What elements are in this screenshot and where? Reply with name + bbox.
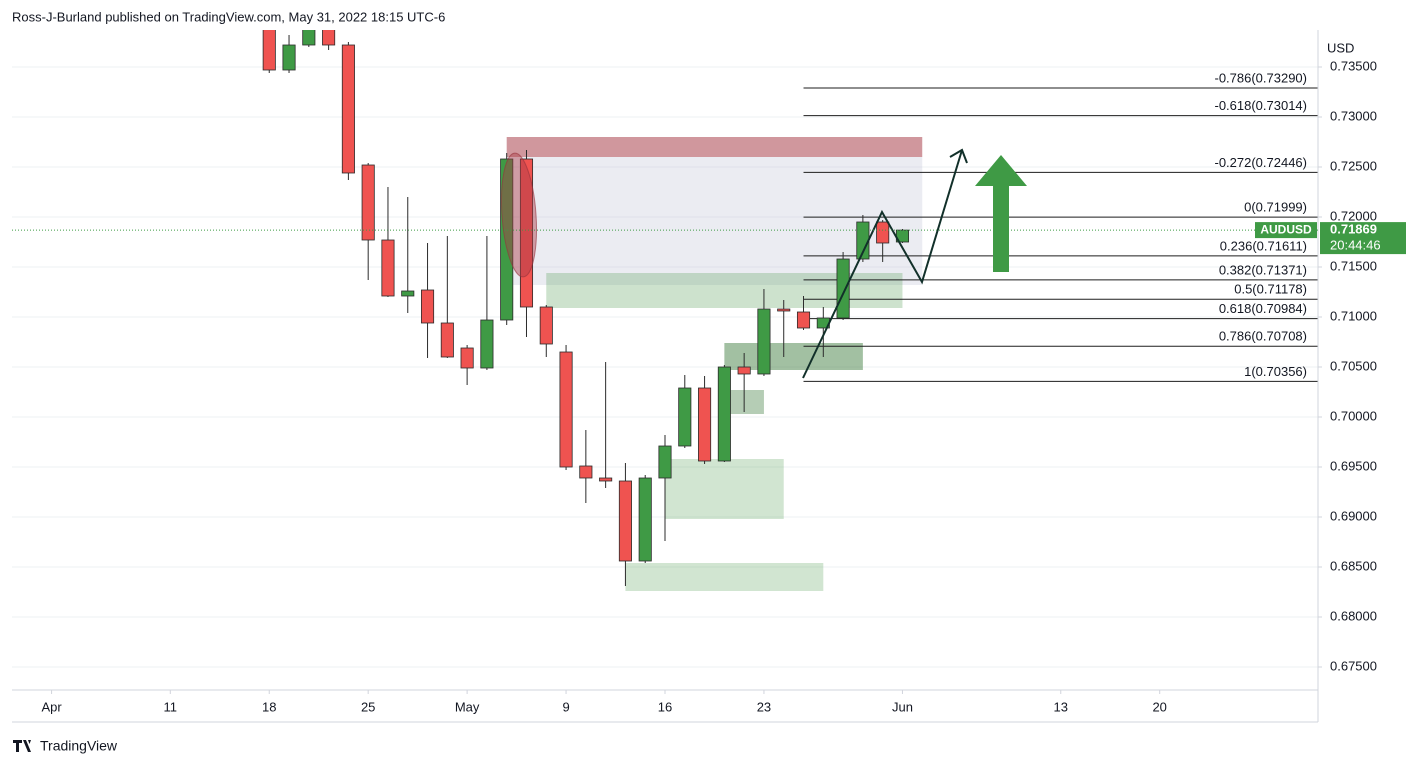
y-tick-label: 0.73000 <box>1330 108 1377 123</box>
y-tick-label: 0.70500 <box>1330 358 1377 373</box>
candle-body <box>341 44 355 174</box>
candle-body <box>500 158 514 321</box>
candle-body <box>282 44 296 71</box>
y-tick-label: 0.72000 <box>1330 208 1377 223</box>
y-tick-label: 0.68000 <box>1330 608 1377 623</box>
zone <box>724 343 863 370</box>
candle-body <box>519 158 534 308</box>
zone <box>506 137 923 157</box>
candle-body <box>579 465 593 479</box>
footer-text: TradingView <box>40 738 118 754</box>
y-tick-label: 0.70000 <box>1330 408 1377 423</box>
highlight-ellipse <box>500 152 538 278</box>
candle-body <box>539 306 553 345</box>
x-tick-label: 25 <box>361 699 375 714</box>
candle-body <box>618 480 632 562</box>
countdown-label: 20:44:46 <box>1330 238 1381 253</box>
candle-body <box>737 366 751 375</box>
y-tick-label: 0.72500 <box>1330 158 1377 173</box>
fib-label: 0(0.71999) <box>1244 200 1307 215</box>
candle-body <box>361 164 375 241</box>
candle-body <box>401 290 415 297</box>
fib-label: 1(0.70356) <box>1244 364 1307 379</box>
candle-body <box>322 30 336 46</box>
projection-path <box>802 149 963 379</box>
candle-body <box>836 258 850 319</box>
x-tick-label: 13 <box>1054 699 1068 714</box>
y-tick-label: 0.67500 <box>1330 658 1377 673</box>
fib-label: -0.618(0.73014) <box>1214 98 1307 113</box>
candle-body <box>658 445 672 479</box>
fib-label: 0.786(0.70708) <box>1219 329 1307 344</box>
candle-body <box>381 239 395 297</box>
candle-body <box>777 308 791 312</box>
zone <box>625 563 824 591</box>
fib-label: 0.5(0.71178) <box>1234 282 1307 297</box>
projection-arrowhead <box>949 148 968 164</box>
fib-label: 0.618(0.70984) <box>1219 301 1307 316</box>
zone <box>665 459 784 519</box>
x-tick-label: 18 <box>262 699 276 714</box>
y-tick-label: 0.69500 <box>1330 458 1377 473</box>
zone <box>506 157 923 285</box>
up-arrow <box>975 155 1027 272</box>
candle-body <box>678 387 692 447</box>
x-tick-label: 20 <box>1152 699 1166 714</box>
x-tick-label: 16 <box>658 699 672 714</box>
fib-label: 0.382(0.71371) <box>1219 262 1307 277</box>
y-tick-label: 0.68500 <box>1330 558 1377 573</box>
y-tick-label: 0.71000 <box>1330 308 1377 323</box>
symbol-badge: AUDUSD <box>1260 222 1312 236</box>
symbol-badge-bg <box>1255 222 1317 239</box>
footer: TradingView <box>13 738 118 754</box>
x-tick-label: 9 <box>562 699 569 714</box>
x-tick-label: Jun <box>892 699 913 714</box>
candle-layer <box>262 30 909 586</box>
last-price-label: 0.71869 <box>1330 222 1377 237</box>
y-tick-label: 0.69000 <box>1330 508 1377 523</box>
candle-body <box>421 289 435 324</box>
x-tick-label: 23 <box>757 699 771 714</box>
candle-body <box>796 311 811 329</box>
candle-body <box>559 351 573 468</box>
candle-body <box>599 477 613 482</box>
candle-body <box>717 366 731 462</box>
candle-body <box>440 322 454 358</box>
axis-layer: 0.67500 0.68000 0.68500 0.69000 0.69500 0.700… <box>41 58 1377 714</box>
y-tick-label: 0.73500 <box>1330 58 1377 73</box>
candle-body <box>638 477 652 562</box>
x-tick-label: May <box>455 699 480 714</box>
fib-label: 0.236(0.71611) <box>1220 238 1307 253</box>
fib-label: -0.786(0.73290) <box>1214 70 1307 85</box>
candle-body <box>876 221 890 244</box>
candle-body <box>480 319 494 369</box>
fib-layer: -0.786(0.73290) -0.618(0.73014) -0.272(0.7… <box>803 70 1318 382</box>
x-tick-label: 11 <box>164 699 178 714</box>
price-badge-bg <box>1320 222 1406 255</box>
fib-label: -0.272(0.72446) <box>1214 155 1307 170</box>
candle-body <box>262 30 276 71</box>
x-tick-label: Apr <box>41 699 62 714</box>
footer-logo <box>13 740 31 752</box>
candle-body <box>698 387 712 462</box>
zone-layer <box>506 137 923 591</box>
candle-body <box>757 308 771 375</box>
currency-label: USD <box>1327 40 1354 55</box>
candle-body <box>460 347 474 369</box>
header: Ross-J-Burland published on TradingView.… <box>12 9 445 24</box>
y-tick-label: 0.71500 <box>1330 258 1377 273</box>
candle-body <box>302 30 316 46</box>
annotations <box>500 148 1027 379</box>
